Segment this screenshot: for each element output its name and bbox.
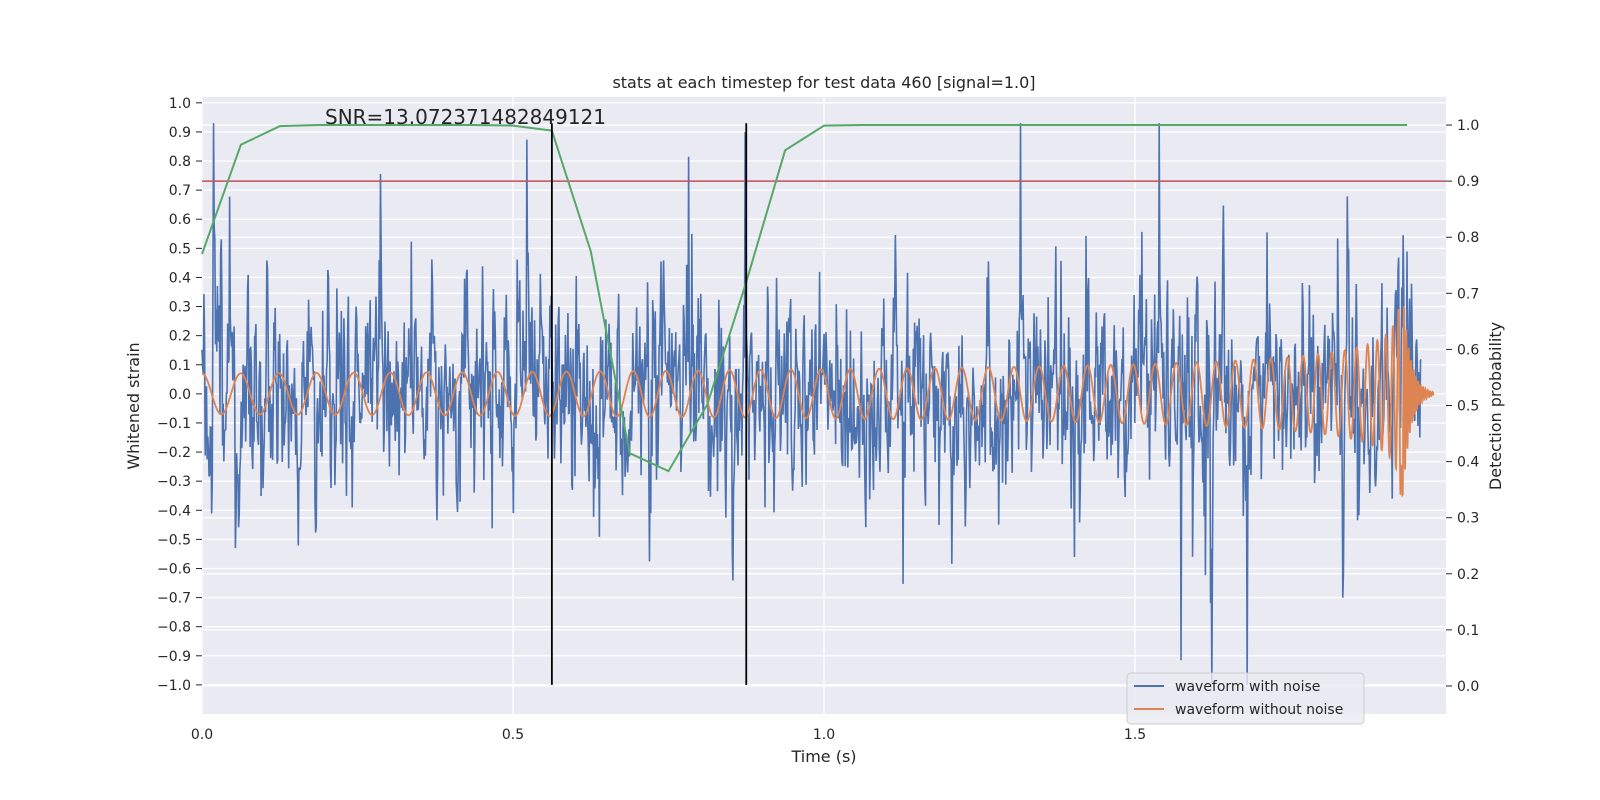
y-tick-label: 1.0 (169, 96, 191, 112)
y2-tick-label: 0.8 (1457, 230, 1479, 246)
y-axis-label: Whitened strain (124, 342, 143, 469)
y-tick-label: 0.9 (169, 125, 191, 141)
x-axis-ticks: 0.0 0.5 1.0 1.5 (191, 727, 1146, 743)
y2-tick-label: 0.5 (1457, 399, 1479, 415)
noise-waveform-layer (201, 123, 1422, 685)
y2-tick-label: 0.0 (1457, 679, 1479, 695)
x-tick-label: 1.5 (1124, 727, 1146, 743)
marker-lines-layer (550, 123, 748, 685)
x-tick-label: 1.0 (813, 727, 835, 743)
y-tick-label: 0.1 (169, 358, 191, 374)
y-tick-label: 0.7 (169, 183, 191, 199)
probability-line (201, 124, 1408, 473)
y2-axis-ticks: 0.0 0.1 0.2 0.3 0.4 0.5 0.6 0.7 0.8 0.9 1.0 (1446, 118, 1479, 695)
y2-tick-label: 0.3 (1457, 511, 1479, 527)
x-axis-label: Time (s) (790, 747, 856, 766)
y2-tick-label: 1.0 (1457, 118, 1479, 134)
y2-tick-label: 0.2 (1457, 567, 1479, 583)
noise-waveform-line (201, 123, 1422, 685)
y2-tick-label: 0.4 (1457, 455, 1479, 471)
y2-axis-label: Detection probability (1486, 322, 1505, 490)
y-tick-label: 0.4 (169, 270, 191, 286)
y-tick-label: −0.7 (157, 591, 191, 607)
legend-box (1126, 672, 1365, 725)
y2-tick-label: 0.1 (1457, 623, 1479, 639)
y-tick-label: −0.5 (157, 532, 191, 548)
clean-waveform-line (201, 305, 1435, 498)
y-tick-label: −0.1 (157, 416, 191, 432)
y-tick-label: 0.3 (169, 300, 191, 316)
chart-title: stats at each timestep for test data 460… (612, 73, 1035, 92)
y2-tick-label: 0.6 (1457, 342, 1479, 358)
y-tick-label: 0.6 (169, 212, 191, 228)
legend-label-noise: waveform with noise (1175, 679, 1320, 695)
y-tick-label: 0.0 (169, 387, 191, 403)
y-tick-label: 0.2 (169, 329, 191, 345)
legend-label-clean: waveform without noise (1175, 702, 1343, 718)
x-tick-label: 0.5 (502, 727, 524, 743)
grid-lines (201, 97, 1446, 714)
y-tick-label: −0.4 (157, 503, 191, 519)
y-tick-label: −0.2 (157, 445, 191, 461)
probability-layer (201, 124, 1408, 473)
y-tick-label: −0.6 (157, 561, 191, 577)
y-axis-ticks: −1.0 −0.9 −0.8 −0.7 −0.6 −0.5 −0.4 −0.3 −0.2 −0.1… (157, 96, 202, 694)
y-tick-label: 0.8 (169, 154, 191, 170)
y2-tick-label: 0.9 (1457, 174, 1479, 190)
y-tick-label: −0.9 (157, 649, 191, 665)
clean-waveform-layer (201, 305, 1435, 498)
snr-annotation: SNR=13.072371482849121 (325, 105, 606, 129)
y-tick-label: −0.3 (157, 474, 191, 490)
legend: waveform with noise waveform without noi… (1126, 672, 1365, 725)
x-tick-label: 0.0 (191, 727, 213, 743)
y-tick-label: 0.5 (169, 241, 191, 257)
y2-tick-label: 0.7 (1457, 286, 1479, 302)
y-tick-label: −0.8 (157, 620, 191, 636)
y-tick-label: −1.0 (157, 678, 191, 694)
